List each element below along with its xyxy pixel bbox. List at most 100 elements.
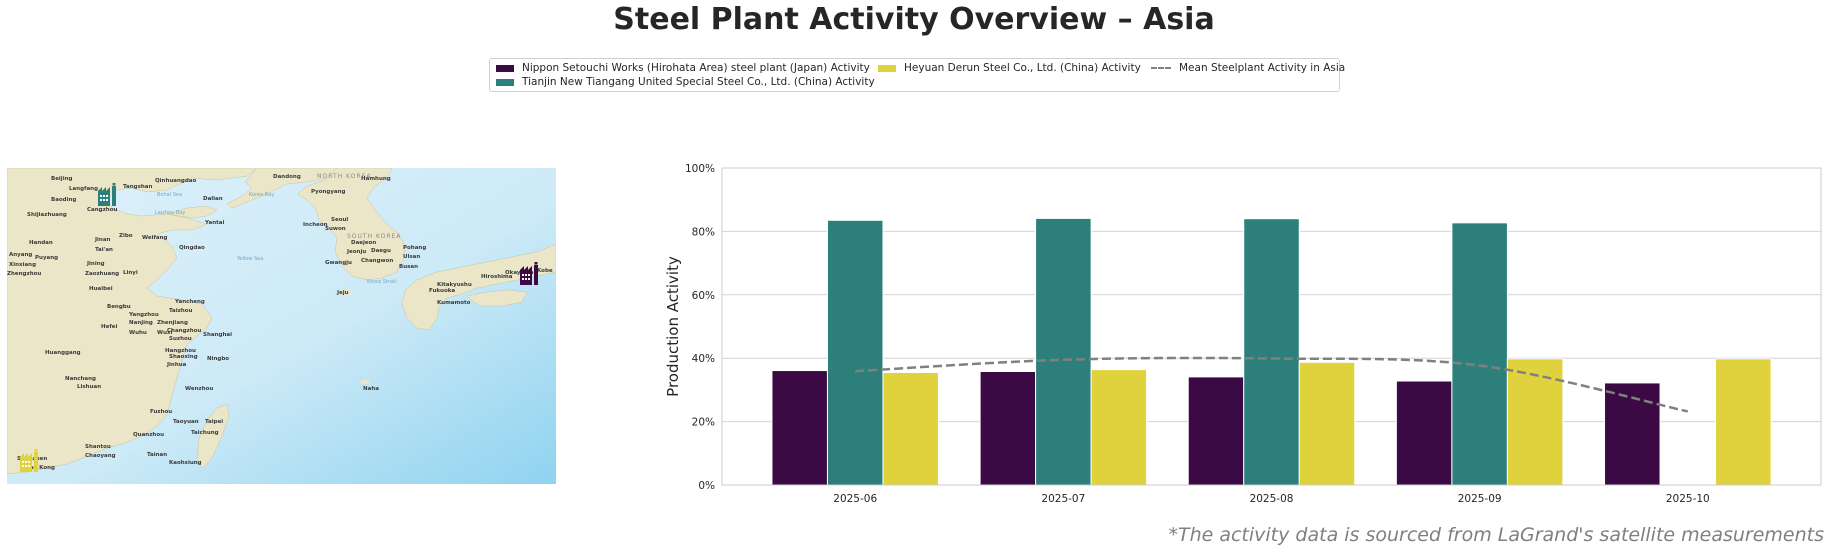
city-label: Jining (86, 261, 105, 267)
city-label: Taizhou (169, 308, 193, 314)
bar-heyuan-2025-10 (1715, 358, 1772, 486)
legend-label: Heyuan Derun Steel Co., Ltd. (China) Act… (904, 62, 1141, 74)
legend: Nippon Setouchi Works (Hirohata Area) st… (489, 58, 1345, 92)
city-label: Okayama (505, 270, 534, 276)
y-tick-label: 80% (692, 226, 715, 238)
bar-tianjin-2025-06 (826, 219, 884, 486)
city-label: Nanjing (129, 320, 153, 326)
sea-label: Korea Bay (249, 192, 274, 198)
city-label: Tai'an (95, 247, 113, 253)
city-label: Fuzhou (150, 409, 172, 415)
bar-nippon-2025-09 (1395, 380, 1453, 486)
legend-label: Tianjin New Tiangang United Special Stee… (522, 76, 875, 88)
city-label: Quanzhou (133, 432, 164, 438)
city-label: Xinxiang (9, 262, 36, 268)
city-label: Kumamoto (437, 300, 471, 306)
bars (771, 217, 1772, 486)
land-jeju (338, 289, 352, 295)
city-label: Linyi (123, 270, 138, 276)
sea-label: Laizhou Bay (155, 210, 185, 216)
y-axis-label: Production Activity (664, 256, 682, 397)
mean-activity-line (855, 356, 1689, 413)
city-label: Dandong (273, 174, 301, 180)
bar-heyuan-2025-07 (1090, 369, 1148, 486)
city-label: Tangshan (123, 184, 153, 190)
city-label: Pohang (403, 245, 426, 251)
city-label: Huaibei (89, 286, 113, 292)
footnote: *The activity data is sourced from LaGra… (1168, 524, 1824, 546)
city-label: Jinan (94, 237, 111, 243)
y-tick-label: 100% (685, 163, 715, 175)
city-label: Zaozhuang (85, 271, 119, 277)
city-label: Naha (363, 386, 379, 392)
city-label: Yangzhou (128, 312, 159, 318)
city-label: Shaoxing (169, 354, 198, 360)
factory-icon[interactable] (20, 449, 38, 472)
y-ticks: 0% 20% 40% 60% 80% 100% (685, 163, 715, 492)
city-label: Kobe (537, 268, 553, 274)
city-label: Handan (29, 240, 53, 246)
city-label: Lishuan (77, 384, 101, 390)
land-shandong (166, 205, 218, 219)
city-label: Baoding (51, 197, 76, 203)
city-label: Hefei (101, 324, 117, 330)
legend-item-mean: Mean Steelplant Activity in Asia (1151, 62, 1345, 74)
city-label: Wenzhou (185, 386, 213, 392)
city-label: Incheon (303, 222, 328, 228)
land-china (7, 168, 258, 475)
land-korea (296, 168, 406, 281)
city-label: Fukuoka (429, 288, 455, 294)
city-label: Puyang (35, 255, 58, 261)
city-label: Taichung (191, 430, 219, 436)
factory-icon[interactable] (98, 183, 116, 206)
legend-label: Mean Steelplant Activity in Asia (1179, 62, 1346, 74)
city-label: Shantou (85, 444, 111, 450)
city-label: Zibo (119, 233, 133, 239)
sea-label: Korea Strait (367, 279, 396, 285)
bar-heyuan-2025-06 (882, 371, 939, 486)
city-labels: Beijing Langfang Tangshan Qinhuangdao Ba… (7, 174, 553, 471)
city-label: Zhengzhou (7, 271, 41, 277)
x-tick-label: 2025-10 (1666, 493, 1710, 505)
legend-item-tianjin: Tianjin New Tiangang United Special Stee… (496, 76, 875, 88)
city-label: Shenzhen (17, 456, 47, 462)
factory-icon[interactable] (520, 262, 538, 285)
y-tick-label: 40% (692, 353, 715, 365)
city-label: Kitakyushu (437, 282, 472, 288)
city-label: Hangzhou (165, 348, 196, 354)
city-label: Changzhou (167, 328, 201, 334)
city-label: Jinhua (166, 362, 187, 368)
city-label: Suzhou (169, 336, 192, 342)
legend-swatch-heyuan (878, 64, 896, 72)
y-tick-label: 60% (692, 290, 715, 302)
city-label: Hong Kong (21, 465, 55, 471)
city-label: Daejeon (351, 240, 376, 246)
legend-dash-mean (1151, 67, 1171, 69)
x-tick-label: 2025-07 (1041, 493, 1085, 505)
map[interactable]: NORTH KOREA SOUTH KOREA Bohai Sea Laizho… (7, 168, 556, 484)
city-label: Qingdao (179, 245, 205, 251)
sea-label: Bohai Sea (157, 192, 182, 198)
sea-label: Yellow Sea (236, 256, 263, 262)
country-label: SOUTH KOREA (347, 233, 401, 240)
bar-nippon-2025-08 (1187, 376, 1245, 486)
land-okinawa (360, 380, 370, 384)
city-label: Shanghai (203, 332, 232, 338)
city-label: Suwon (325, 226, 346, 232)
city-label: Gwangju (325, 260, 352, 266)
city-label: Jeju (336, 290, 349, 296)
city-label: Anyang (9, 252, 32, 258)
chart-title: Steel Plant Activity Overview – Asia (613, 2, 1215, 37)
city-label: Cangzhou (87, 207, 117, 213)
legend-item-nippon: Nippon Setouchi Works (Hirohata Area) st… (496, 62, 870, 74)
city-label: Taipei (205, 419, 223, 425)
bar-nippon-2025-07 (979, 371, 1037, 486)
plot-frame (721, 167, 1822, 486)
bar-tianjin-2025-09 (1451, 222, 1508, 486)
y-tick-label: 0% (698, 480, 715, 492)
city-label: Yancheng (174, 299, 205, 305)
city-label: Ulsan (403, 254, 420, 260)
city-label: Ningbo (207, 356, 229, 362)
city-label: Wuhu (129, 330, 147, 336)
